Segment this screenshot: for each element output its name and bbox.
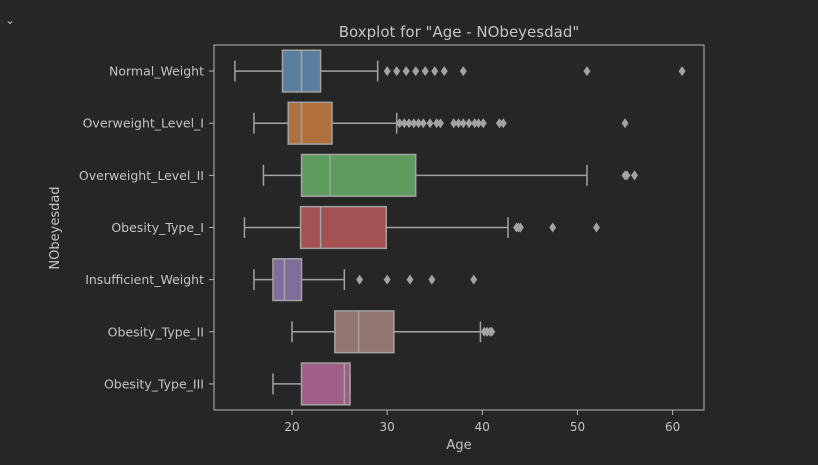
outlier-point [400, 118, 408, 129]
outlier-point [412, 66, 420, 77]
outlier-point [459, 66, 467, 77]
outlier-point [465, 118, 473, 129]
outlier-point [475, 118, 483, 129]
collapse-output-chevron-down-icon[interactable]: ⌄ [4, 13, 16, 27]
outlier-point [396, 118, 404, 129]
y-tick-label: Overweight_Level_II [79, 168, 204, 183]
plot-area: 20 30 40 50 60 Normal_Weight Overweight_Level_… [79, 49, 686, 434]
outlier-point [440, 66, 448, 77]
outlier-point [621, 118, 629, 129]
box-Overweight_Level_II [300, 153, 417, 197]
outlier-point [415, 118, 423, 129]
outlier-point [479, 118, 487, 129]
x-tick-label: 20 [284, 420, 299, 434]
outlier-point [433, 118, 441, 129]
outlier-point [471, 118, 479, 129]
outlier-point [383, 66, 391, 77]
x-tick-label: 40 [475, 420, 490, 434]
outlier-point [499, 118, 507, 129]
box-Obesity_Type_III [300, 362, 351, 406]
box-Obesity_Type_II [334, 310, 395, 354]
outlier-point [383, 274, 391, 285]
outlier-point [419, 118, 427, 129]
x-axis-label: Age [446, 438, 471, 453]
outlier-point [495, 118, 503, 129]
outlier-point [470, 274, 478, 285]
outlier-point [516, 222, 524, 233]
outlier-point [426, 118, 434, 129]
box-Overweight_Level_I [287, 101, 333, 145]
y-tick-label: Obesity_Type_III [104, 376, 204, 391]
outlier-point [678, 66, 686, 77]
y-tick-label: Insufficient_Weight [85, 272, 204, 287]
box-Insufficient_Weight [272, 258, 303, 302]
outlier-point [459, 118, 467, 129]
x-tick-label: 60 [665, 420, 680, 434]
outlier-point [428, 274, 436, 285]
outlier-point [455, 118, 463, 129]
x-tick-label: 30 [380, 420, 395, 434]
outlier-point [410, 118, 418, 129]
x-tick-label: 50 [570, 420, 585, 434]
outlier-point [406, 274, 414, 285]
outlier-point [623, 170, 631, 181]
outlier-point [549, 222, 557, 233]
y-tick-label: Normal_Weight [109, 64, 204, 79]
y-tick-label: Obesity_Type_II [108, 324, 204, 339]
outlier-point [405, 118, 413, 129]
y-tick-label: Overweight_Level_I [83, 116, 204, 131]
outlier-point [631, 170, 639, 181]
outlier-point [393, 66, 401, 77]
outlier-point [421, 66, 429, 77]
outlier-point [402, 66, 410, 77]
outlier-point [450, 118, 458, 129]
chart-title: Boxplot for "Age - NObeyesdad" [339, 23, 579, 41]
outlier-point [488, 326, 496, 337]
y-tick-label: Obesity_Type_I [111, 220, 204, 235]
y-axis-label: NObeyesdad [48, 186, 63, 269]
outlier-point [356, 274, 364, 285]
outlier-point [592, 222, 600, 233]
outlier-point [436, 118, 444, 129]
outlier-point [431, 66, 439, 77]
box-Obesity_Type_I [299, 205, 387, 250]
outlier-point [583, 66, 591, 77]
